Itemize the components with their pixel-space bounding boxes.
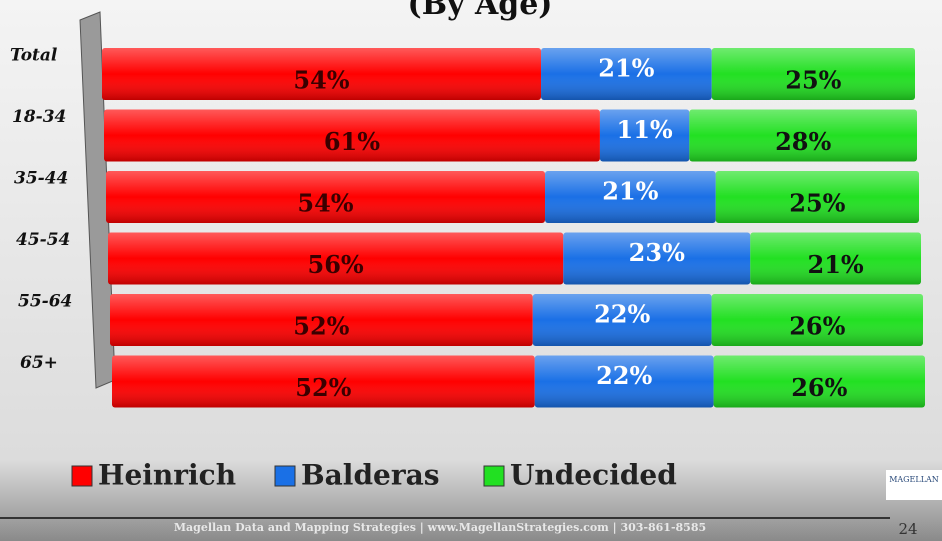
category-label: 45-54 <box>16 230 70 250</box>
legend-label: Balderas <box>301 459 440 492</box>
logo: MAGELLAN <box>889 475 939 484</box>
bar-shine <box>110 294 533 346</box>
legend-label: Undecided <box>510 459 677 492</box>
bar-shine <box>102 48 542 100</box>
bar-shine <box>715 171 919 223</box>
value-label: 52% <box>295 373 351 402</box>
legend-label: Heinrich <box>98 459 236 492</box>
value-label: 11% <box>617 115 673 144</box>
value-label: 54% <box>293 66 349 95</box>
bar-shine <box>713 355 925 408</box>
category-label: 65+ <box>20 353 58 373</box>
bar-shine <box>541 48 712 100</box>
logo-box <box>886 470 942 500</box>
bar-shine <box>104 109 600 162</box>
value-label: 22% <box>596 361 652 390</box>
value-label: 23% <box>629 238 685 267</box>
value-label: 26% <box>791 373 847 402</box>
footer-text: Magellan Data and Mapping Strategies | w… <box>174 521 706 534</box>
bar-shine <box>106 171 546 223</box>
value-label: 28% <box>775 127 831 156</box>
value-label: 61% <box>324 127 380 156</box>
page-number: 24 <box>898 520 917 538</box>
legend-swatch <box>274 465 296 487</box>
chart-title: (By Age) <box>408 0 553 22</box>
bar-shine <box>563 232 751 285</box>
bar-shine <box>689 109 917 162</box>
value-label: 21% <box>598 54 654 83</box>
value-label: 21% <box>602 177 658 206</box>
bar-shine <box>108 232 564 285</box>
bar-shine <box>545 171 716 223</box>
value-label: 22% <box>594 300 650 329</box>
value-label: 25% <box>789 189 845 218</box>
bar-shine <box>112 355 535 408</box>
value-label: 56% <box>308 250 364 279</box>
category-label: Total <box>10 46 58 66</box>
bar-shine <box>711 48 915 100</box>
value-label: 54% <box>297 189 353 218</box>
category-label: 35-44 <box>14 169 68 189</box>
bar-shine <box>711 294 923 346</box>
category-label: 18-34 <box>12 107 66 127</box>
legend-swatch <box>483 465 505 487</box>
value-label: 26% <box>789 312 845 341</box>
value-label: 52% <box>293 312 349 341</box>
bar-shine <box>750 232 921 285</box>
value-label: 21% <box>808 250 864 279</box>
value-label: 25% <box>785 66 841 95</box>
legend-swatch <box>71 465 93 487</box>
bar-shine <box>599 109 690 162</box>
bar-shine <box>534 355 714 408</box>
category-label: 55-64 <box>18 292 72 312</box>
bar-shine <box>532 294 712 346</box>
